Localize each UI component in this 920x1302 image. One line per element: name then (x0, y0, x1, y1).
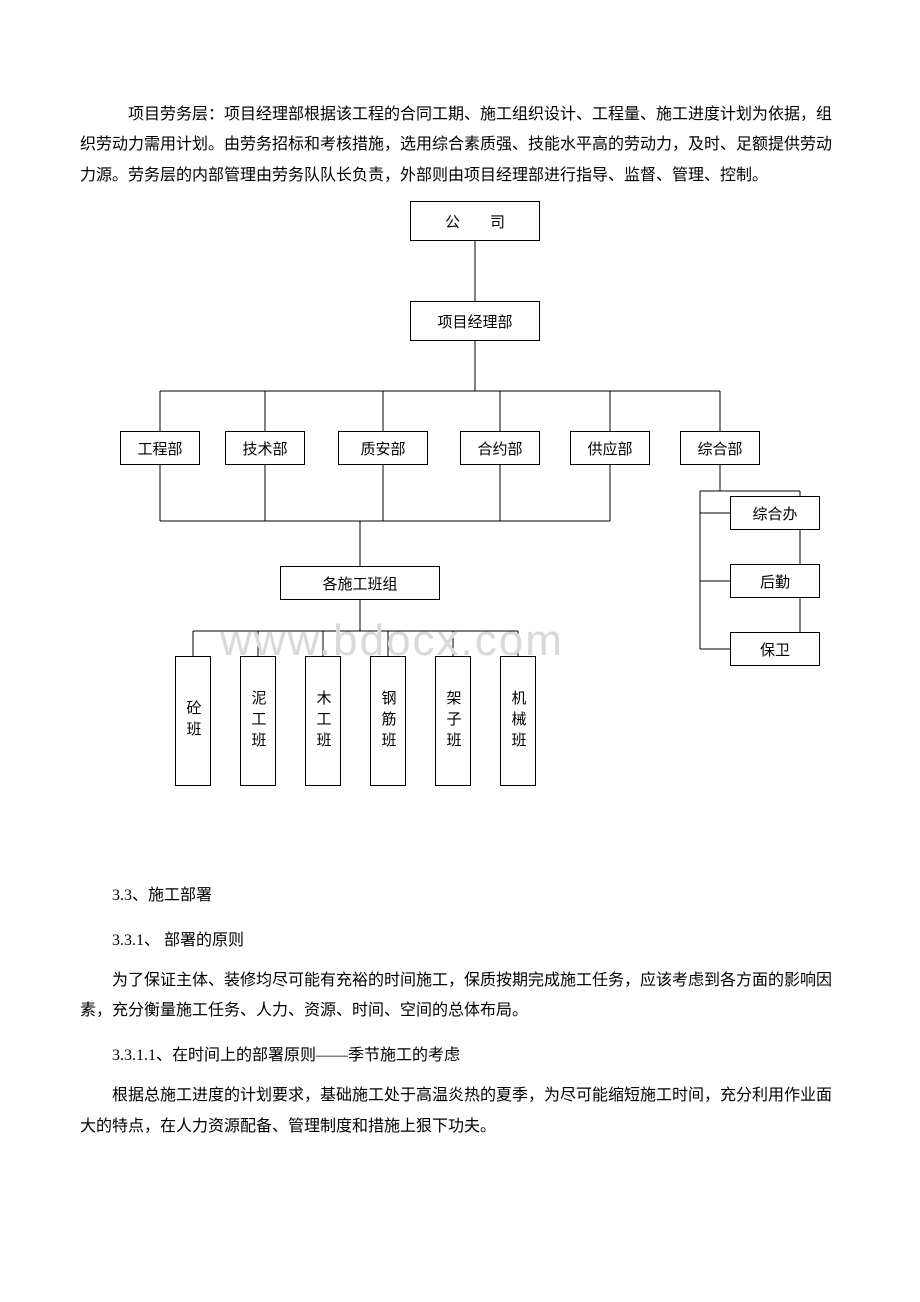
node-label: 钢筋班 (378, 690, 399, 753)
node-dept-qa: 质安部 (338, 431, 428, 465)
paragraph-3-3-1: 为了保证主体、装修均尽可能有充裕的时间施工，保质按期完成施工任务，应该考虑到各方… (80, 966, 840, 1027)
node-dept-supply: 供应部 (570, 431, 650, 465)
node-label: 泥工班 (248, 690, 269, 753)
org-chart: www.bdocx.com 公 司 项目经理部 工程部 技术部 质安部 合约部 … (80, 201, 840, 821)
node-sub-office: 综合办 (730, 496, 820, 530)
heading-3-3-1: 3.3.1、 部署的原则 (80, 926, 840, 956)
node-label: 公 司 (445, 211, 505, 232)
node-label: 合约部 (477, 438, 522, 459)
node-team-carpenter: 木工班 (305, 656, 341, 786)
node-label: 综合办 (752, 503, 797, 524)
node-label: 后勤 (760, 571, 790, 592)
paragraph-3-3-1-1: 根据总施工进度的计划要求，基础施工处于高温炎热的夏季，为尽可能缩短施工时间，充分… (80, 1081, 840, 1142)
heading-3-3: 3.3、施工部署 (80, 881, 840, 911)
node-label: 各施工班组 (322, 573, 397, 594)
node-dept-contract: 合约部 (460, 431, 540, 465)
node-dept-general: 综合部 (680, 431, 760, 465)
node-sub-logistics: 后勤 (730, 564, 820, 598)
node-label: 工程部 (137, 438, 182, 459)
node-label: 机械班 (508, 690, 529, 753)
node-dept-engineering: 工程部 (120, 431, 200, 465)
node-label: 保卫 (760, 639, 790, 660)
node-dept-tech: 技术部 (225, 431, 305, 465)
node-label: 综合部 (697, 438, 742, 459)
node-label: 供应部 (587, 438, 632, 459)
node-company: 公 司 (410, 201, 540, 241)
node-teams: 各施工班组 (280, 566, 440, 600)
node-label: 砼班 (183, 700, 204, 742)
node-label: 木工班 (313, 690, 334, 753)
node-team-concrete: 砼班 (175, 656, 211, 786)
node-pm: 项目经理部 (410, 301, 540, 341)
node-label: 技术部 (242, 438, 287, 459)
node-team-mason: 泥工班 (240, 656, 276, 786)
intro-paragraph: 项目劳务层：项目经理部根据该工程的合同工期、施工组织设计、工程量、施工进度计划为… (80, 100, 840, 191)
node-team-machinery: 机械班 (500, 656, 536, 786)
node-label: 质安部 (360, 438, 405, 459)
node-team-rebar: 钢筋班 (370, 656, 406, 786)
node-sub-security: 保卫 (730, 632, 820, 666)
node-team-scaffold: 架子班 (435, 656, 471, 786)
node-label: 项目经理部 (437, 311, 512, 332)
node-label: 架子班 (443, 690, 464, 753)
heading-3-3-1-1: 3.3.1.1、在时间上的部署原则——季节施工的考虑 (80, 1041, 840, 1071)
